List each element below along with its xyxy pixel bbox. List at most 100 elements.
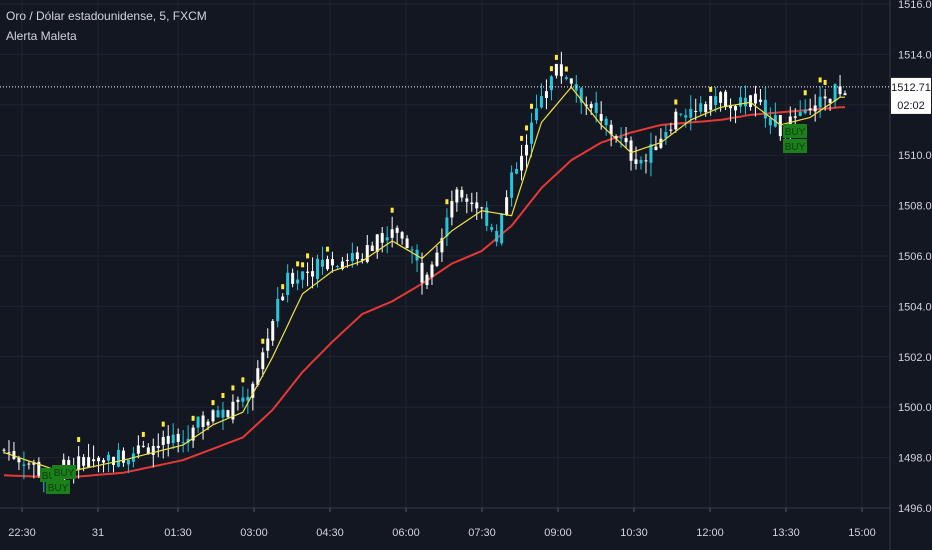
time-tick-label: 01:30 [164, 527, 192, 539]
candle-body [604, 118, 608, 126]
candle-body [380, 232, 384, 243]
candle-body [609, 124, 613, 135]
candle-body [2, 449, 6, 451]
symbol-title[interactable]: Oro / Dólar estadounidense, 5, FXCM [6, 9, 207, 23]
candle-body [385, 237, 389, 241]
buy-signal-label: BUY [785, 142, 806, 153]
candle-body [335, 266, 339, 268]
signal-dot [211, 400, 215, 406]
candle-body [226, 410, 230, 418]
candle-body [694, 110, 698, 112]
candle-body [599, 114, 603, 121]
candle-body [236, 399, 240, 402]
candle-body [465, 198, 469, 202]
time-axis[interactable]: 22:30 31 01:30 03:00 04:30 06:00 07:30 09:00 10:… [0, 507, 890, 539]
candle-body [554, 63, 558, 76]
candle-body [176, 433, 180, 442]
candle-body [644, 160, 648, 162]
candle-body [196, 416, 200, 428]
candle-body [286, 272, 290, 295]
candle-body [301, 271, 305, 280]
candle-body [350, 252, 354, 262]
candle-body [699, 103, 703, 112]
candle-body [629, 140, 633, 161]
candle-body [520, 155, 524, 171]
signal-dot [191, 415, 195, 421]
candle-body [654, 146, 658, 151]
candle-body [679, 113, 683, 115]
candle-body [808, 108, 812, 111]
buy-signal-label: BUY [48, 483, 69, 494]
candle-body [246, 396, 250, 401]
signal-dot [296, 261, 300, 267]
candle-body [430, 264, 434, 278]
time-tick-label: 13:30 [772, 527, 800, 539]
candle-body [684, 115, 688, 118]
ema-fast-series [3, 86, 845, 474]
time-tick-label: 03:00 [240, 527, 268, 539]
candle-body [390, 229, 394, 238]
buy-signal-box [783, 124, 807, 138]
candle-body [724, 91, 728, 107]
candle-body [649, 144, 653, 163]
candle-body [67, 459, 71, 468]
candle-body [271, 321, 275, 341]
price-axis[interactable]: 1496.00 1498.00 1500.00 1502.00 1504.00 1506.… [889, 0, 932, 550]
price-tick-label: 1508.00 [898, 201, 932, 213]
candle-body [201, 415, 205, 428]
candle-body [803, 109, 807, 114]
candle-body [763, 99, 767, 119]
signal-dot [520, 135, 524, 141]
signal-dot [241, 377, 245, 383]
candle-body [116, 449, 120, 467]
candle-body [22, 464, 26, 466]
candle-body [316, 258, 320, 279]
ema-slow-series [3, 106, 845, 479]
candle-body [17, 458, 21, 463]
candle-body [505, 197, 509, 215]
candle-body [325, 259, 329, 270]
candle-body [171, 434, 175, 444]
signal-dot [823, 79, 827, 85]
candle-body [485, 207, 489, 226]
price-tick-label: 1496.00 [898, 503, 932, 515]
candle-body [266, 338, 270, 351]
signal-dot [390, 207, 394, 213]
candle-body [544, 91, 548, 99]
candle-body [410, 249, 414, 251]
signal-dot [301, 262, 305, 268]
candle-body [365, 245, 369, 262]
candle-body [793, 116, 797, 118]
candle-body [639, 159, 643, 164]
candle-body [107, 454, 111, 461]
candle-body [669, 129, 673, 131]
price-tick-label: 1504.00 [898, 301, 932, 313]
candle-body [500, 214, 504, 244]
time-tick-label: 09:00 [544, 527, 572, 539]
candle-body [569, 78, 573, 84]
signal-dot [709, 86, 713, 92]
buy-signal-label: BUY [54, 468, 75, 479]
legend: Oro / Dólar estadounidense, 5, FXCM Aler… [6, 6, 207, 46]
signal-dot [445, 199, 449, 205]
candle-body [256, 368, 260, 385]
indicator-title[interactable]: Alerta Maleta [6, 29, 77, 43]
candle-body [559, 64, 563, 77]
candle-body [530, 122, 534, 144]
candle-body [490, 227, 494, 230]
candle-body [460, 189, 464, 198]
candle-body [798, 111, 802, 116]
signal-dot [549, 66, 553, 72]
candle-body [97, 457, 101, 462]
signal-dots [77, 54, 827, 443]
candle-body [450, 201, 454, 218]
candle-body [136, 445, 140, 454]
candle-body [211, 410, 215, 422]
candles [2, 51, 847, 493]
signal-dot [554, 54, 558, 60]
signal-dot [674, 99, 678, 105]
time-tick-label: 04:30 [316, 527, 344, 539]
price-tick-label: 1510.00 [898, 150, 932, 162]
